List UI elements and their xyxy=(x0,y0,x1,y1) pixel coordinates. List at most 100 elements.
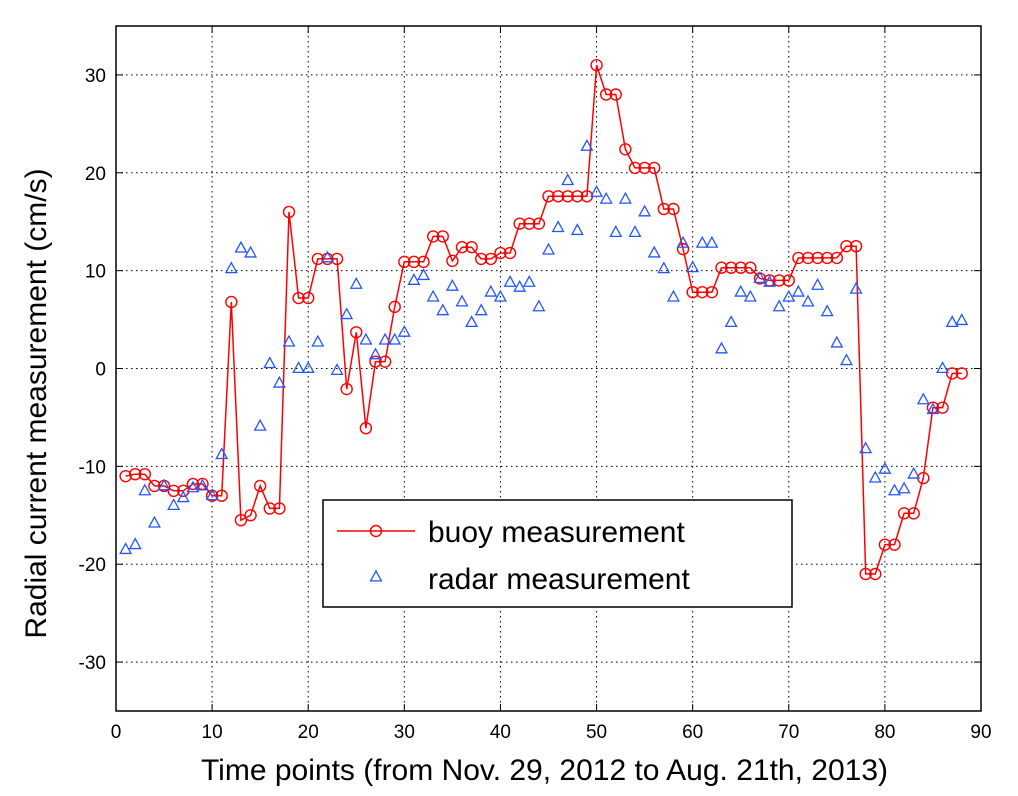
y-tick-label: 30 xyxy=(85,66,106,87)
radar-point xyxy=(147,515,161,528)
radar-point xyxy=(839,353,853,366)
buoy-point xyxy=(302,291,315,305)
radar-point xyxy=(542,242,555,255)
buoy-point xyxy=(782,274,795,287)
radar-point xyxy=(926,402,940,415)
buoy-point xyxy=(715,261,728,274)
buoy-point xyxy=(897,507,911,520)
buoy-point xyxy=(244,509,257,522)
radar-point xyxy=(359,332,373,345)
radar-point xyxy=(128,537,142,550)
y-axis-title: Radial current measurement (cm/s) xyxy=(20,168,53,638)
buoy-point xyxy=(503,246,517,260)
buoy-point xyxy=(696,285,709,299)
radar-point xyxy=(215,447,229,460)
series-markers xyxy=(119,58,969,581)
y-tick-label: -20 xyxy=(79,555,106,576)
buoy-point xyxy=(599,88,613,101)
buoy-point xyxy=(724,261,738,274)
buoy-point xyxy=(234,513,248,527)
buoy-point xyxy=(561,190,574,203)
buoy-point xyxy=(119,469,132,483)
buoy-point xyxy=(340,382,353,396)
buoy-point xyxy=(513,217,526,230)
radar-point xyxy=(186,480,200,493)
y-tick-label: -30 xyxy=(79,653,106,674)
radar-point xyxy=(311,334,325,347)
buoy-point xyxy=(628,161,642,175)
radar-point xyxy=(743,289,757,302)
buoy-point xyxy=(609,88,622,101)
radar-point xyxy=(407,273,421,285)
radar-point xyxy=(349,276,363,289)
radar-point xyxy=(397,324,411,337)
radar-point xyxy=(465,315,479,328)
radar-point xyxy=(782,289,796,302)
radar-point xyxy=(176,490,190,503)
buoy-point xyxy=(215,489,228,502)
radar-point xyxy=(638,204,652,217)
buoy-point xyxy=(945,367,959,380)
legend-label-radar: radar measurement xyxy=(428,563,690,596)
buoy-point xyxy=(821,251,834,265)
radar-point xyxy=(830,335,844,348)
buoy-point xyxy=(465,240,478,254)
radar-point xyxy=(590,184,604,197)
radar-point xyxy=(753,271,767,284)
buoy-point xyxy=(417,255,430,269)
radar-point xyxy=(532,299,546,312)
y-tick-label: 10 xyxy=(85,262,106,283)
x-tick-label: 50 xyxy=(586,722,607,743)
radar-point xyxy=(292,361,306,374)
buoy-point xyxy=(350,326,363,339)
radar-point xyxy=(724,315,738,328)
buoy-point xyxy=(542,190,555,203)
buoy-point xyxy=(369,355,382,368)
radar-point xyxy=(859,441,873,454)
radar-point xyxy=(522,275,536,287)
buoy-point xyxy=(426,230,440,243)
buoy-point xyxy=(167,484,180,498)
buoy-point xyxy=(859,567,872,581)
radar-point xyxy=(167,498,181,511)
radar-point xyxy=(609,225,623,238)
radar-point xyxy=(493,289,507,302)
buoy-point xyxy=(292,291,305,305)
radar-point xyxy=(244,245,258,258)
buoy-point xyxy=(446,254,459,268)
buoy-point xyxy=(378,355,392,368)
radar-point xyxy=(378,332,392,345)
y-tick-label: 0 xyxy=(95,360,106,381)
radar-point xyxy=(513,279,527,292)
buoy-point xyxy=(667,202,680,216)
buoy-point xyxy=(282,205,296,219)
radar-point xyxy=(801,294,815,307)
buoy-point xyxy=(388,300,401,314)
radar-point xyxy=(551,220,565,233)
radar-point xyxy=(676,235,690,248)
radar-point xyxy=(820,304,834,317)
buoy-point xyxy=(273,502,286,515)
radar-point xyxy=(763,275,777,287)
x-tick-label: 90 xyxy=(970,722,991,743)
radar-point xyxy=(580,139,594,151)
buoy-point xyxy=(359,421,373,435)
buoy-point xyxy=(955,367,968,380)
radar-point xyxy=(666,289,680,302)
radar-point xyxy=(253,418,267,431)
radar-point xyxy=(330,363,344,376)
radar-point xyxy=(157,478,171,491)
x-axis-title: Time points (from Nov. 29, 2012 to Aug. … xyxy=(201,754,888,787)
radar-point xyxy=(897,481,911,494)
buoy-point xyxy=(436,230,449,243)
radar-point xyxy=(705,235,719,248)
radar-point xyxy=(695,235,709,248)
radar-point xyxy=(272,375,286,388)
radar-point xyxy=(503,275,517,287)
buoy-point xyxy=(840,239,853,253)
legend-label-buoy: buoy measurement xyxy=(428,516,685,549)
radar-point xyxy=(119,542,133,555)
buoy-point xyxy=(907,507,920,520)
buoy-point xyxy=(551,190,565,203)
buoy-point xyxy=(484,252,498,266)
